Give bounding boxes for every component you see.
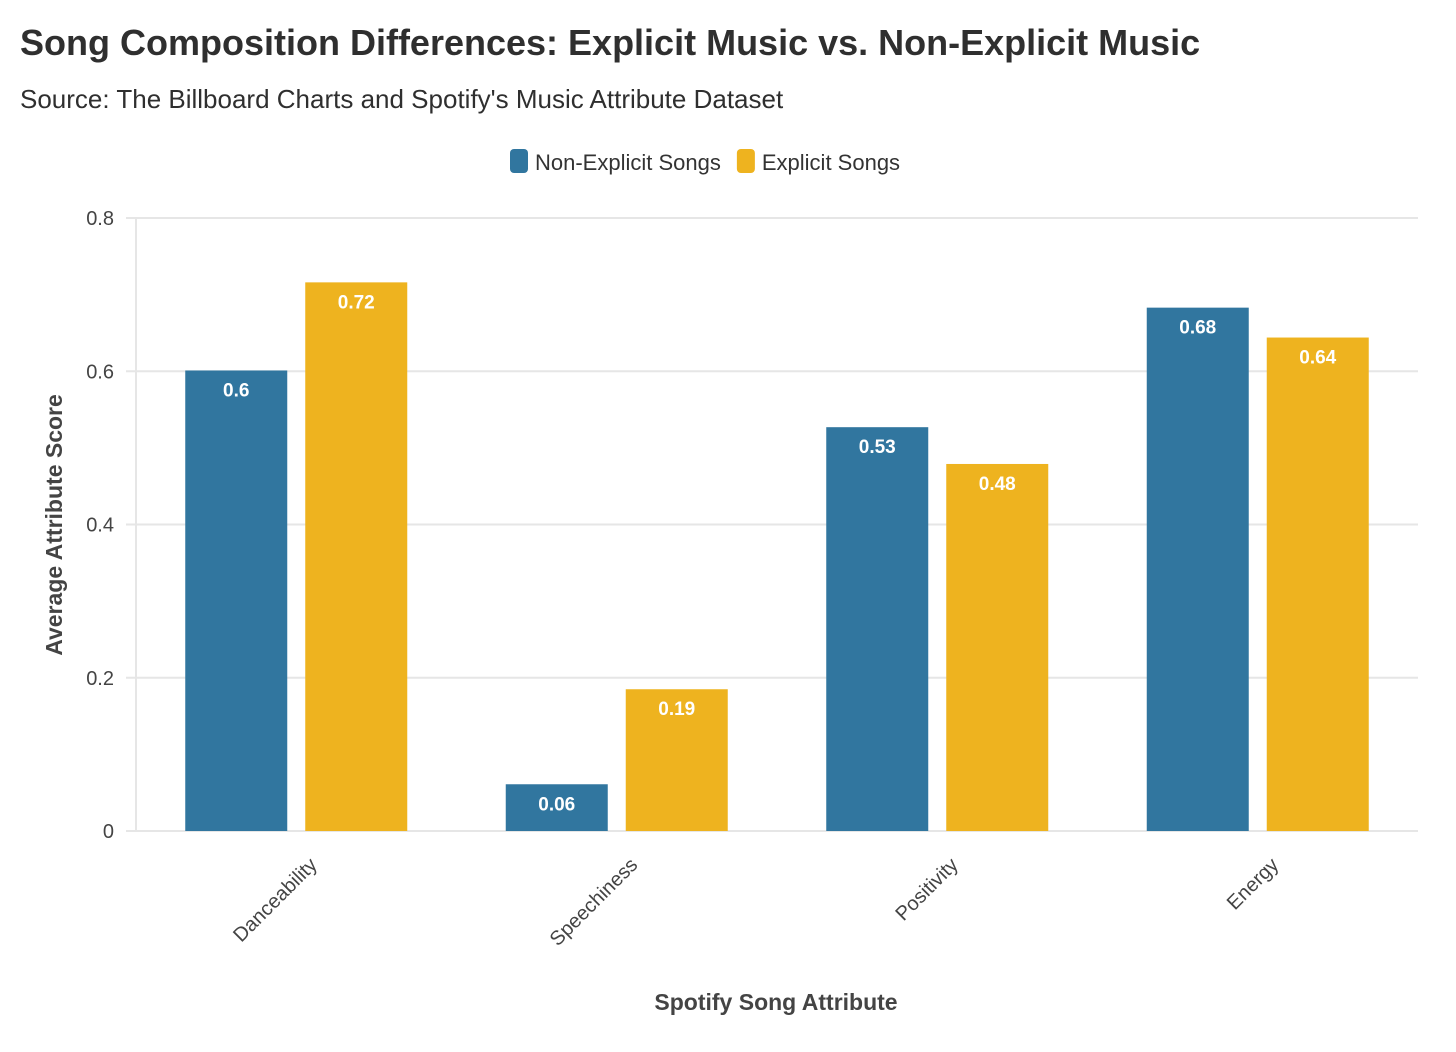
x-tick-label: Energy — [1223, 854, 1283, 914]
chart-title: Song Composition Differences: Explicit M… — [20, 22, 1201, 63]
legend-label: Non-Explicit Songs — [535, 150, 721, 175]
x-axis-title: Spotify Song Attribute — [654, 989, 897, 1015]
data-label: 0.48 — [979, 474, 1016, 495]
bar-explicit-danceability — [305, 282, 408, 831]
data-label: 0.6 — [223, 380, 249, 401]
x-axis-ticks: Danceability Speechiness Positivity Energy — [229, 854, 1283, 951]
legend-swatch — [510, 149, 528, 173]
data-label: 0.06 — [538, 794, 575, 815]
x-tick-label: Positivity — [891, 854, 962, 925]
y-tick-label: 0.4 — [86, 515, 114, 537]
bar-explicit-positivity — [946, 463, 1049, 831]
legend-swatch — [736, 149, 755, 173]
x-tick-label: Speechiness — [546, 854, 643, 951]
data-label: 0.72 — [338, 292, 375, 313]
bar-non-explicit-speechiness — [505, 784, 608, 831]
y-tick-label: 0 — [103, 821, 114, 843]
chart-subtitle: Source: The Billboard Charts and Spotify… — [20, 84, 784, 114]
legend: Non-Explicit Songs Explicit Songs — [510, 149, 900, 175]
bar-non-explicit-danceability — [185, 370, 288, 831]
bars: 0.6 0.72 0.06 0.19 0.53 0.48 0.68 0.64 — [185, 282, 1369, 831]
bar-non-explicit-energy — [1146, 307, 1249, 831]
bar-non-explicit-positivity — [826, 427, 929, 831]
y-axis-title: Average Attribute Score — [41, 394, 67, 656]
data-label: 0.19 — [658, 699, 695, 720]
y-axis-ticks: 0 0.2 0.4 0.6 0.8 — [86, 208, 114, 843]
legend-label: Explicit Songs — [762, 150, 900, 175]
bar-explicit-speechiness — [625, 689, 728, 831]
y-tick-label: 0.6 — [86, 361, 114, 383]
data-label: 0.68 — [1179, 318, 1216, 339]
data-label: 0.64 — [1299, 348, 1336, 369]
y-tick-label: 0.2 — [86, 668, 114, 690]
x-tick-label: Danceability — [229, 854, 322, 947]
data-label: 0.53 — [859, 437, 896, 458]
bar-explicit-energy — [1266, 337, 1369, 831]
y-tick-label: 0.8 — [86, 208, 114, 230]
